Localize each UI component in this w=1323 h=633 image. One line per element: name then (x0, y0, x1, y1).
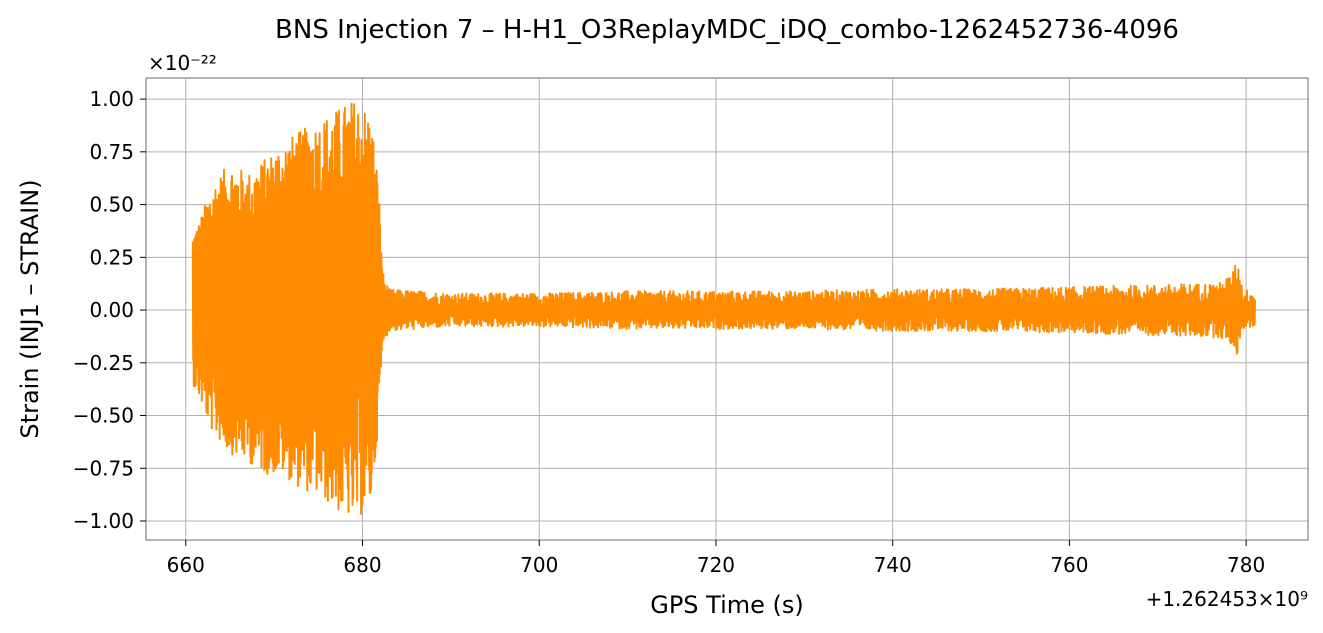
chart-title: BNS Injection 7 – H-H1_O3ReplayMDC_iDQ_c… (275, 15, 1179, 45)
x-tick-label: 700 (520, 553, 558, 577)
y-tick-label: 1.00 (89, 87, 134, 111)
x-tick-label: 740 (874, 553, 912, 577)
x-offset-label: +1.262453×10⁹ (1146, 587, 1308, 611)
y-tick-label: 0.00 (89, 298, 134, 322)
x-tick-label: 760 (1050, 553, 1088, 577)
y-tick-label: −0.50 (73, 404, 134, 428)
y-tick-label: −0.75 (73, 456, 134, 480)
plot-frame (145, 77, 1309, 541)
y-axis-label: Strain (INJ1 – STRAIN) (16, 179, 44, 438)
y-tick-label: −1.00 (73, 509, 134, 533)
x-tick-label: 720 (697, 553, 735, 577)
x-tick-label: 660 (167, 553, 205, 577)
x-tick-label: 780 (1227, 553, 1265, 577)
y-axis-ticks: 1.00 0.75 0.50 0.25 0.00 −0.25 −0.50 −0.75 −1.00 (73, 87, 146, 533)
y-tick-label: 0.25 (89, 245, 134, 269)
x-axis-label: GPS Time (s) (650, 591, 804, 619)
x-axis-ticks: 660 680 700 720 740 760 780 (167, 540, 1265, 577)
data-series (191, 102, 1256, 515)
y-tick-label: −0.25 (73, 351, 134, 375)
strain-series-line (191, 102, 1256, 515)
y-scale-label: ×10⁻²² (148, 51, 217, 75)
y-tick-label: 0.75 (89, 140, 134, 164)
y-tick-label: 0.50 (89, 193, 134, 217)
x-tick-label: 680 (343, 553, 381, 577)
